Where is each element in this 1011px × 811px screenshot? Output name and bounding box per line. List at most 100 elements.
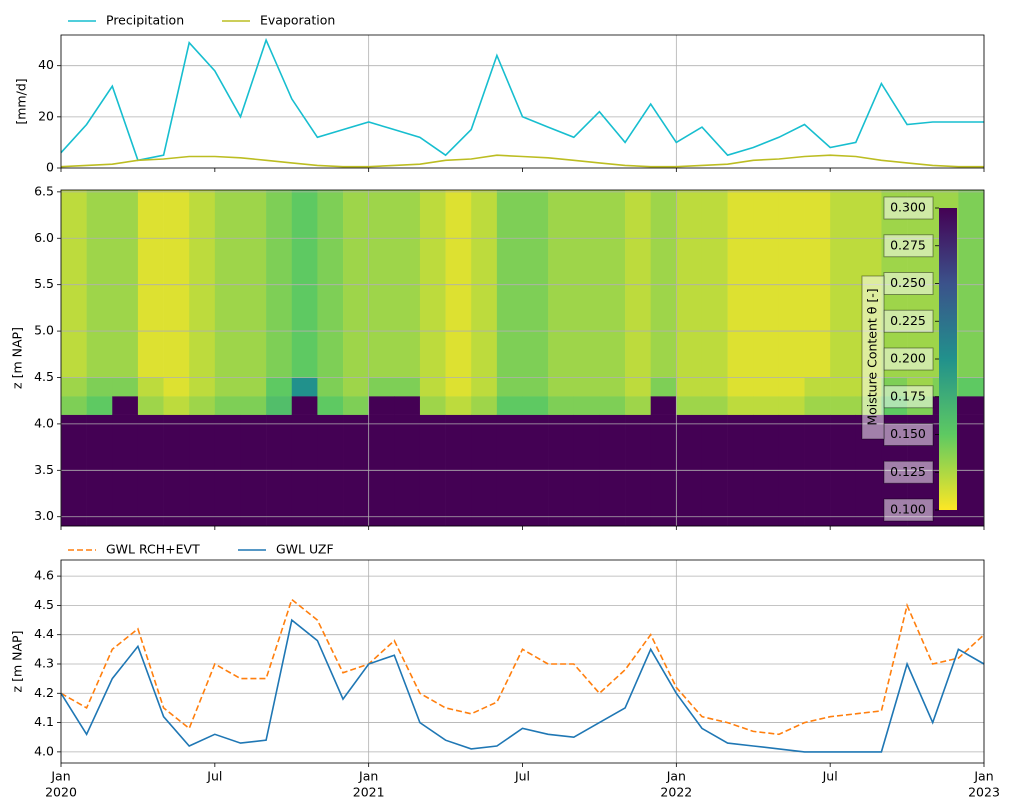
- series-line: [60, 598, 985, 736]
- series-line: [60, 618, 985, 753]
- heatmap-cell: [650, 190, 677, 378]
- heatmap-cell: [419, 190, 446, 378]
- heatmap-cell: [548, 377, 575, 397]
- series-line: [60, 37, 984, 162]
- y-tick-label: 20: [38, 108, 54, 123]
- y-tick-label: 3.0: [34, 508, 54, 523]
- colorbar-tick-label: 0.250: [890, 275, 926, 290]
- legend-label: GWL UZF: [276, 542, 334, 557]
- colorbar-title: Moisture Content θ [-]: [865, 288, 880, 425]
- heatmap-cell: [958, 396, 985, 415]
- colorbar-label-box: [883, 498, 934, 522]
- x-tick-label: Jan: [50, 769, 70, 784]
- x-tick-year: 2021: [353, 785, 385, 800]
- heatmap-cell: [163, 396, 190, 415]
- heatmap-cell: [112, 377, 139, 397]
- heatmap-cell: [599, 190, 626, 378]
- heatmap-cell: [676, 190, 703, 378]
- heatmap-cell: [291, 190, 318, 378]
- heatmap-cell: [676, 377, 703, 397]
- y-tick-label: 4.2: [34, 685, 54, 700]
- heatmap-cell: [266, 190, 293, 378]
- x-tick-label: Jan: [358, 769, 378, 784]
- heatmap-cell: [214, 396, 241, 415]
- heatmap-cell: [753, 377, 780, 397]
- heatmap-cell: [163, 190, 190, 378]
- heatmap-cell: [137, 190, 164, 378]
- heatmap-cell: [343, 396, 369, 415]
- x-tick-label: Jul: [514, 769, 530, 784]
- heatmap-cell: [317, 190, 344, 378]
- heatmap-cell: [625, 190, 651, 378]
- heatmap-cell: [163, 377, 190, 397]
- heatmap-cell: [650, 377, 677, 397]
- heatmap-cell: [445, 190, 472, 378]
- heatmap-cell: [830, 396, 857, 415]
- y-tick-label: 0: [46, 160, 54, 175]
- y-tick-label: 3.5: [34, 462, 54, 477]
- heatmap-cell: [471, 377, 498, 397]
- heatmap-cell: [573, 377, 600, 397]
- axes-frame: [60, 559, 985, 764]
- heatmap-cell: [804, 377, 831, 397]
- y-tick-label: 4.3: [34, 655, 54, 670]
- heatmap-cell: [830, 377, 857, 397]
- heatmap-cell: [701, 377, 728, 397]
- heatmap-cell: [266, 377, 293, 397]
- heatmap-cell: [291, 396, 318, 415]
- heatmap-cell: [522, 190, 549, 378]
- x-tick-year: 2023: [968, 785, 1000, 800]
- heatmap-cell: [496, 396, 523, 415]
- heatmap-cell: [343, 190, 369, 378]
- colorbar: [939, 208, 957, 510]
- heatmap-cell: [86, 396, 113, 415]
- heatmap-cell: [727, 377, 754, 397]
- colorbar-label-box: [883, 234, 934, 258]
- heatmap-cell: [727, 396, 754, 415]
- heatmap-cell: [701, 190, 728, 378]
- colorbar-tick-label: 0.100: [890, 502, 926, 517]
- heatmap-cell: [419, 396, 446, 415]
- heatmap-cell: [573, 190, 600, 378]
- heatmap-cell: [958, 190, 985, 378]
- heatmap-cell: [61, 396, 87, 415]
- heatmap-cell: [137, 377, 164, 397]
- heatmap-cell: [291, 377, 318, 397]
- heatmap-cell: [548, 190, 575, 378]
- heatmap-cell: [599, 377, 626, 397]
- heatmap-cell: [522, 377, 549, 397]
- heatmap-cell: [778, 377, 805, 397]
- heatmap-cell: [599, 396, 626, 415]
- x-tick-label: Jan: [973, 769, 993, 784]
- heatmap-cell: [240, 190, 267, 378]
- axes-frame: [60, 189, 985, 527]
- colorbar-tick-label: 0.200: [890, 351, 926, 366]
- y-tick-label: 4.5: [34, 369, 54, 384]
- heatmap-cell: [86, 190, 113, 378]
- heatmap-cell: [240, 377, 267, 397]
- heatmap-cell: [522, 396, 549, 415]
- heatmap-cell: [214, 190, 241, 378]
- x-tick-year: 2020: [45, 785, 77, 800]
- x-tick-year: 2022: [660, 785, 692, 800]
- heatmap-cell: [471, 396, 498, 415]
- heatmap-cell: [625, 396, 651, 415]
- heatmap-cell: [266, 396, 293, 415]
- heatmap-cell: [368, 190, 395, 378]
- heatmap-cell: [394, 190, 421, 378]
- heatmap-cell: [676, 396, 703, 415]
- heatmap-cell: [394, 396, 421, 415]
- heatmap-cell: [112, 190, 139, 378]
- colorbar-tick-label: 0.275: [890, 237, 926, 252]
- legend-label: GWL RCH+EVT: [106, 542, 200, 557]
- heatmap-cell: [240, 396, 267, 415]
- series-line: [60, 154, 984, 168]
- heatmap-cell: [958, 377, 985, 397]
- colorbar-tick-label: 0.300: [890, 200, 926, 215]
- heatmap-cell: [804, 190, 831, 378]
- heatmap-cell: [189, 396, 216, 415]
- heatmap-cell: [368, 396, 395, 415]
- x-tick-label: Jul: [822, 769, 838, 784]
